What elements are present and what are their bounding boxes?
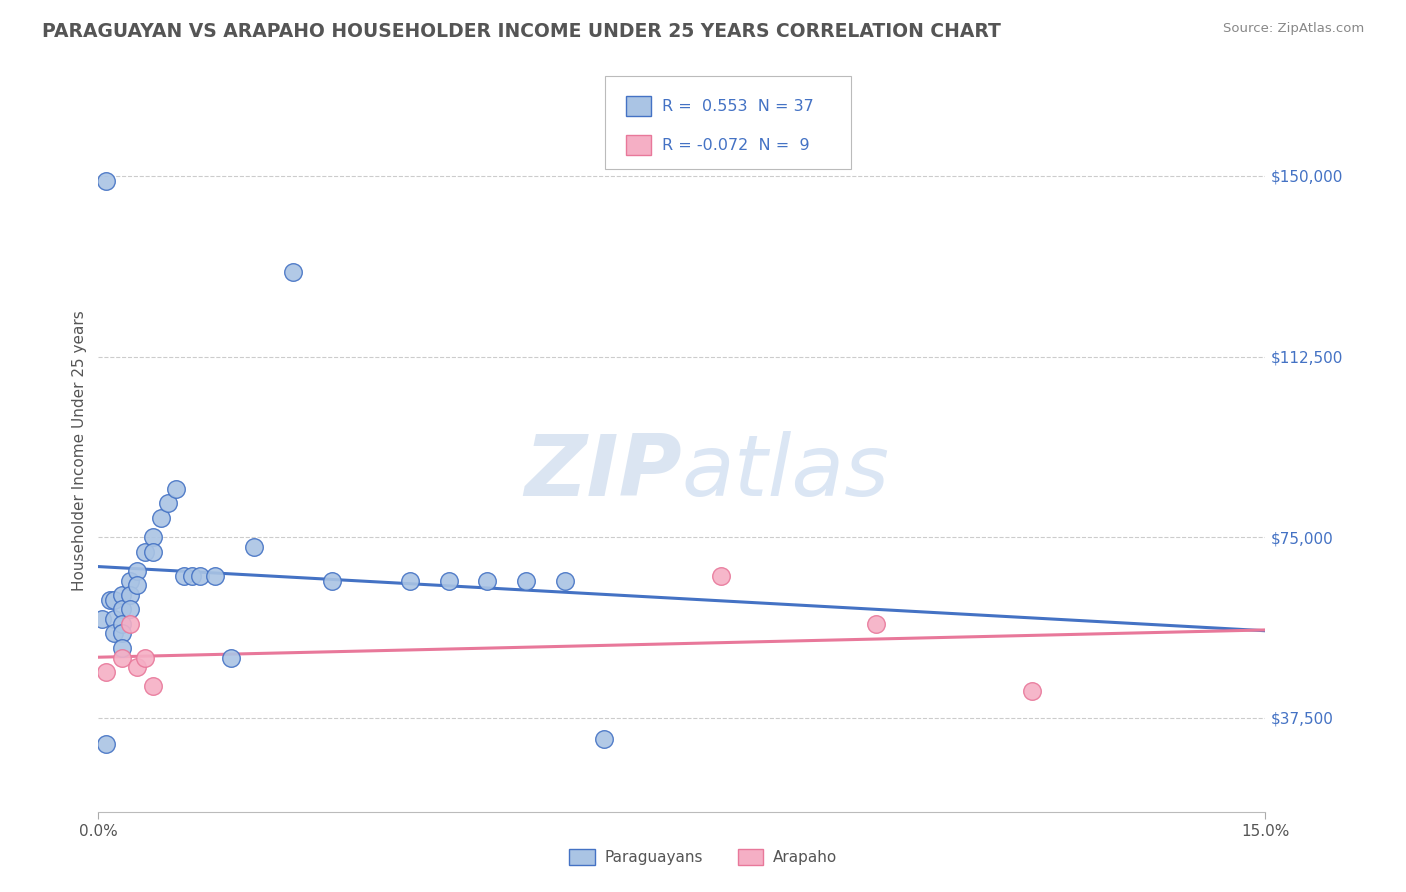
Text: PARAGUAYAN VS ARAPAHO HOUSEHOLDER INCOME UNDER 25 YEARS CORRELATION CHART: PARAGUAYAN VS ARAPAHO HOUSEHOLDER INCOME… <box>42 22 1001 41</box>
Point <box>180 568 202 582</box>
Point <box>118 574 141 588</box>
Point <box>103 626 125 640</box>
Point <box>243 540 266 554</box>
Point <box>96 174 118 188</box>
Point <box>91 612 114 626</box>
Point <box>103 612 125 626</box>
Y-axis label: Householder Income Under 25 years: Householder Income Under 25 years <box>72 310 87 591</box>
Point <box>188 568 211 582</box>
Point <box>134 544 156 558</box>
Point <box>118 616 141 631</box>
Point <box>142 680 165 694</box>
Point <box>96 737 118 751</box>
Point <box>219 650 242 665</box>
Point <box>554 574 576 588</box>
Point <box>398 574 420 588</box>
Point <box>710 568 733 582</box>
Point <box>118 588 141 602</box>
Text: Source: ZipAtlas.com: Source: ZipAtlas.com <box>1223 22 1364 36</box>
Point <box>204 568 226 582</box>
Text: R =  0.553  N = 37: R = 0.553 N = 37 <box>662 98 814 113</box>
Point <box>437 574 460 588</box>
Point <box>1021 684 1043 698</box>
Point <box>111 650 134 665</box>
Point <box>111 602 134 616</box>
Point <box>593 732 616 747</box>
Point <box>96 665 118 679</box>
Point <box>127 564 149 578</box>
Point <box>111 616 134 631</box>
Point <box>157 496 180 510</box>
Text: Arapaho: Arapaho <box>773 850 838 864</box>
Point <box>111 588 134 602</box>
Point <box>477 574 499 588</box>
Text: R = -0.072  N =  9: R = -0.072 N = 9 <box>662 137 810 153</box>
Text: Paraguayans: Paraguayans <box>605 850 703 864</box>
Point <box>127 578 149 592</box>
Point <box>149 511 172 525</box>
Point <box>111 640 134 655</box>
Point <box>142 544 165 558</box>
Text: ZIP: ZIP <box>524 431 682 514</box>
Point <box>118 602 141 616</box>
Point <box>865 616 887 631</box>
Point <box>98 592 121 607</box>
Point <box>281 265 304 279</box>
Point <box>173 568 195 582</box>
Point <box>165 482 187 496</box>
Text: atlas: atlas <box>682 431 890 514</box>
Point <box>111 626 134 640</box>
Point <box>127 660 149 674</box>
Point <box>134 650 156 665</box>
Point <box>142 530 165 544</box>
Point <box>103 592 125 607</box>
Point <box>515 574 537 588</box>
Point <box>321 574 343 588</box>
